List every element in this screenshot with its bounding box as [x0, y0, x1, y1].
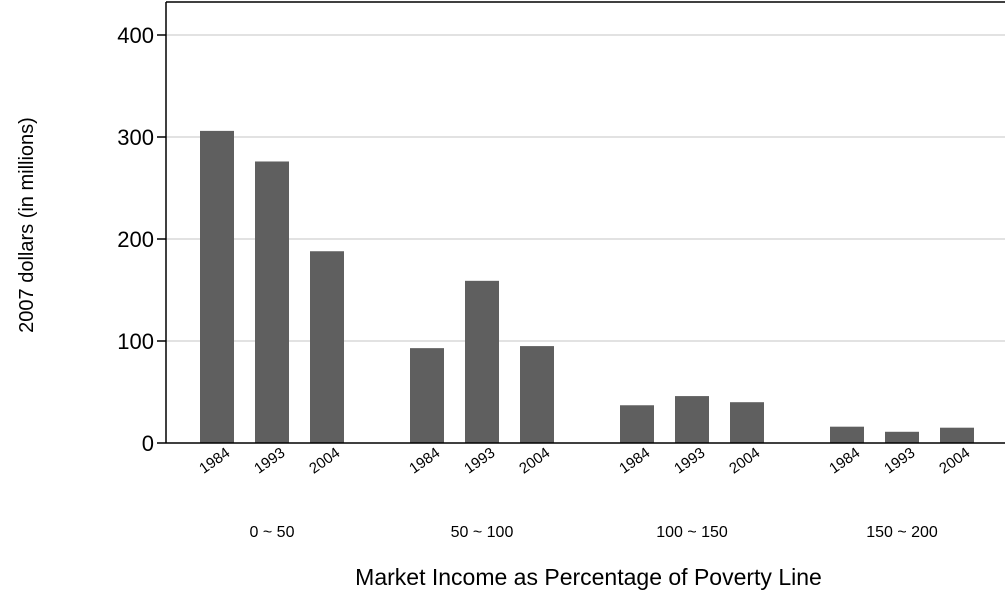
x-tick-label: 1993: [461, 444, 498, 477]
axes: [165, 1, 1005, 444]
group-labels: 0 ~ 50 50 ~ 100 100 ~ 150 150 ~ 200: [250, 524, 938, 541]
gridlines: [166, 34, 1005, 342]
y-tick-label: 400: [117, 23, 154, 48]
y-tick-label: 0: [142, 431, 154, 456]
x-tick-label: 1984: [616, 444, 653, 477]
bar: [465, 280, 499, 443]
y-axis-title: 2007 dollars (in millions): [16, 117, 38, 333]
y-tick-label: 300: [117, 125, 154, 150]
y-tick-label: 100: [117, 329, 154, 354]
bar: [620, 405, 654, 443]
bar: [200, 130, 234, 443]
x-tick-label: 1993: [251, 444, 288, 477]
y-tick-label: 200: [117, 227, 154, 252]
x-tick-label: 1993: [671, 444, 708, 477]
bar: [885, 431, 919, 443]
group-label: 150 ~ 200: [866, 524, 938, 541]
bar: [520, 346, 554, 443]
bar: [310, 251, 344, 443]
bar: [730, 402, 764, 443]
x-tick-label: 1993: [881, 444, 918, 477]
group-label: 100 ~ 150: [656, 524, 728, 541]
bar: [410, 348, 444, 443]
y-tick-labels: 0 100 200 300 400: [117, 23, 166, 456]
x-axis-title: Market Income as Percentage of Poverty L…: [355, 564, 822, 590]
bar: [255, 161, 289, 444]
x-tick-label: 1984: [406, 444, 443, 477]
group-label: 50 ~ 100: [451, 524, 514, 541]
x-tick-label: 2004: [726, 444, 763, 477]
x-tick-labels: 1984 1993 2004 1984 1993 2004 1984 1993 2004 1984…: [196, 444, 973, 477]
bar: [830, 426, 864, 443]
x-tick-label: 1984: [826, 444, 863, 477]
x-tick-label: 2004: [936, 444, 973, 477]
group-label: 0 ~ 50: [250, 524, 295, 541]
x-tick-label: 2004: [306, 444, 343, 477]
bars: [200, 130, 974, 444]
bar: [675, 396, 709, 443]
x-tick-label: 2004: [516, 444, 553, 477]
x-tick-label: 1984: [196, 444, 233, 477]
bar: [940, 427, 974, 443]
